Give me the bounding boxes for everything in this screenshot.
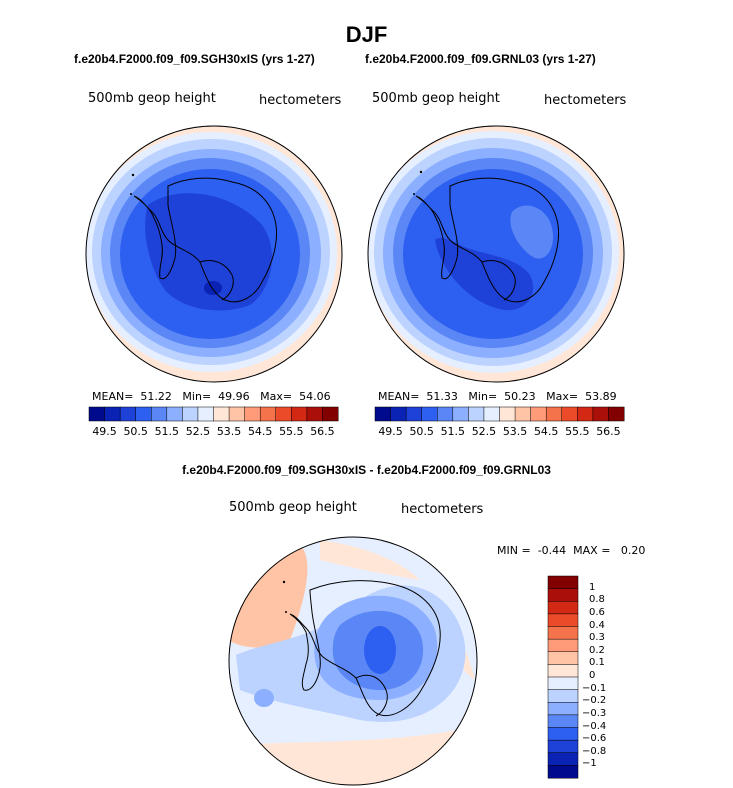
panel2-colorbar-tick-label: 52.5 (471, 425, 497, 438)
diff-colorbar-swatch (547, 702, 579, 716)
diff-min-value: -0.44 (537, 544, 567, 557)
diff-colorbar-swatch (547, 601, 579, 615)
diff-units-label: hectometers (401, 502, 484, 517)
panel2-colorbar-tick-label: 49.5 (378, 425, 403, 438)
diff-colorbar-label: −0.1 (582, 682, 607, 694)
panel1-variable-label: 500mb geop height (88, 91, 216, 106)
diff-min-max: MIN = -0.44 MAX = 0.20 (497, 544, 645, 557)
panel1-colorbar-tick-label: 49.5 (92, 425, 117, 438)
panel1-colorbar-tick-label: 56.5 (310, 425, 335, 438)
diff-title: f.e20b4.F2000.f09_f09.SGH30xIS - f.e20b4… (182, 463, 551, 477)
page-title: DJF (345, 22, 388, 47)
diff-colorbar-swatch (547, 727, 579, 741)
diff-min-label: MIN = (497, 544, 531, 557)
panel1-stats: MEAN= 51.22 Min= 49.96 Max= 54.06 (92, 390, 331, 403)
diff-colorbar-label: −0.4 (582, 720, 607, 732)
diff-colorbar-label: 0.3 (589, 632, 605, 644)
panel2-min-value: 50.23 (504, 390, 536, 403)
diff-colorbar-swatch (547, 765, 579, 779)
panel1-colorbar-tick-label: 55.5 (279, 425, 304, 438)
panel2-units-label: hectometers (544, 93, 627, 108)
panel2-stats: MEAN= 51.33 Min= 50.23 Max= 53.89 (378, 390, 617, 403)
diff-variable-label: 500mb geop height (229, 500, 357, 515)
diff-colorbar-label: −0.8 (582, 745, 607, 757)
panel1-colorbar-tick-label: 52.5 (185, 425, 211, 438)
diff-colorbar-swatch (547, 752, 579, 766)
diff-colorbar-swatch (547, 575, 579, 590)
panel2-case-title: f.e20b4.F2000.f09_f09.GRNL03 (yrs 1-27) (365, 52, 596, 66)
panel1-max-label: Max= (260, 390, 293, 403)
panel1-colorbar (88, 406, 339, 422)
diff-colorbar-swatch (547, 588, 579, 602)
panel2-colorbar-tick-label: 55.5 (565, 425, 590, 438)
panel1-colorbar-ticks: 49.5 50.5 51.5 52.5 53.5 54.5 55.5 56.5 (89, 425, 338, 439)
diff-colorbar-label: −1 (582, 758, 597, 770)
diff-colorbar-label: 0 (589, 670, 596, 681)
panel2-variable-label: 500mb geop height (372, 91, 500, 106)
diff-colorbar (547, 575, 579, 779)
panel2-mean-label: MEAN= (378, 390, 420, 403)
diff-colorbar-label: −0.3 (582, 707, 607, 719)
panel2-colorbar-tick-label: 54.5 (533, 425, 559, 438)
panel2-colorbar-tick-label: 51.5 (440, 425, 466, 438)
panel1-units-label: hectometers (259, 93, 342, 108)
panel1-case-title: f.e20b4.F2000.f09_f09.SGH30xIS (yrs 1-27… (74, 52, 315, 66)
diff-colorbar-swatch (547, 676, 579, 691)
diff-colorbar-label: 0.6 (589, 606, 605, 618)
panel1-mean-label: MEAN= (92, 390, 134, 403)
panel2-colorbar-swatch (608, 406, 625, 422)
diff-colorbar-swatch (547, 613, 579, 627)
diff-max-label: MAX = (573, 544, 611, 557)
panel2-colorbar-ticks: 49.5 50.5 51.5 52.5 53.5 54.5 55.5 56.5 (375, 425, 624, 439)
panel1-min-value: 49.96 (218, 390, 250, 403)
panel1-max-value: 54.06 (299, 390, 331, 403)
panel2-min-label: Min= (468, 390, 498, 403)
diff-max-value: 0.20 (620, 544, 646, 557)
diff-colorbar-label: 1 (589, 581, 596, 593)
panel2-colorbar-tick-label: 50.5 (409, 425, 434, 438)
diff-colorbar-label: 0.4 (589, 619, 605, 631)
diff-colorbar-label: −0.6 (582, 733, 607, 745)
diff-colorbar-label: 0.1 (589, 657, 605, 669)
diff-colorbar-swatch (547, 651, 579, 665)
panel1-colorbar-tick-label: 50.5 (123, 425, 148, 438)
diff-colorbar-swatch (547, 739, 579, 754)
panel1-min-label: Min= (182, 390, 212, 403)
panel2-colorbar-tick-label: 53.5 (502, 425, 528, 438)
panel2-colorbar-tick-label: 56.5 (596, 425, 621, 438)
panel2-max-label: Max= (546, 390, 579, 403)
diff-colorbar-label: 0.2 (589, 644, 605, 656)
diff-colorbar-label: 0.8 (589, 594, 605, 606)
panel2-mean-value: 51.33 (426, 390, 458, 403)
panel2-colorbar (374, 406, 625, 422)
diff-colorbar-labels: 1 0.8 0.6 0.4 0.3 0.2 0.1 0 −0.1 −0.2 −0.3 −0.4 −0.6… (582, 576, 622, 778)
diff-colorbar-swatch (547, 664, 579, 678)
diff-colorbar-swatch (547, 638, 579, 653)
panel1-colorbar-tick-label: 53.5 (216, 425, 242, 438)
panel1-colorbar-swatch (322, 406, 339, 422)
diff-colorbar-swatch (547, 626, 579, 640)
diff-colorbar-swatch (547, 689, 579, 703)
panel1-colorbar-tick-label: 54.5 (247, 425, 273, 438)
diff-colorbar-label: −0.2 (582, 695, 607, 707)
diff-colorbar-swatch (547, 714, 579, 728)
panel1-colorbar-tick-label: 51.5 (154, 425, 180, 438)
panel1-mean-value: 51.22 (140, 390, 172, 403)
panel2-max-value: 53.89 (585, 390, 617, 403)
